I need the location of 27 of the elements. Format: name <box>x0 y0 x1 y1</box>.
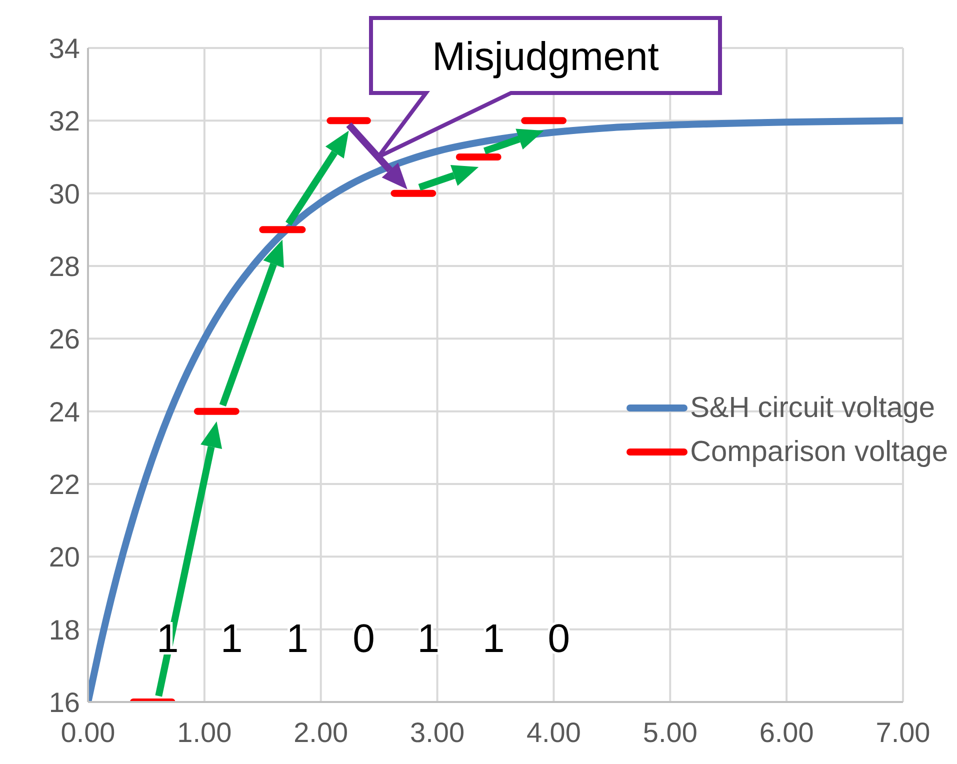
x-tick-label: 6.00 <box>759 716 814 748</box>
legend-label: S&H circuit voltage <box>690 391 936 426</box>
y-tick-label: 30 <box>48 178 80 210</box>
annotation: 1 <box>482 617 505 661</box>
annotation: 1 <box>417 617 440 661</box>
x-tick-label: 2.00 <box>294 716 348 748</box>
y-tick-label: 26 <box>48 324 80 355</box>
y-tick-label: 32 <box>48 106 80 137</box>
y-tick-label: 24 <box>48 396 80 428</box>
annotation: 1 <box>286 617 309 661</box>
y-tick-label: 22 <box>48 468 80 500</box>
y-tick-label: 28 <box>48 250 80 282</box>
annotation: 1 <box>220 617 243 661</box>
annotation: 0 <box>548 617 570 661</box>
annotation: Misjudgment <box>432 35 659 79</box>
y-tick-label: 34 <box>48 32 80 64</box>
x-tick-label: 7.00 <box>876 716 930 748</box>
y-tick-label: 18 <box>48 614 80 646</box>
x-tick-label: 4.00 <box>526 716 581 748</box>
x-tick-label: 0.00 <box>60 716 116 748</box>
annotation: 0 <box>352 617 375 661</box>
x-tick-label: 3.00 <box>410 716 465 748</box>
y-tick-label: 16 <box>48 686 80 718</box>
x-tick-label: 1.00 <box>177 716 232 748</box>
x-tick-label: 5.00 <box>642 716 698 748</box>
legend-label: Comparison voltage <box>690 435 948 470</box>
y-tick-label: 20 <box>48 542 80 573</box>
